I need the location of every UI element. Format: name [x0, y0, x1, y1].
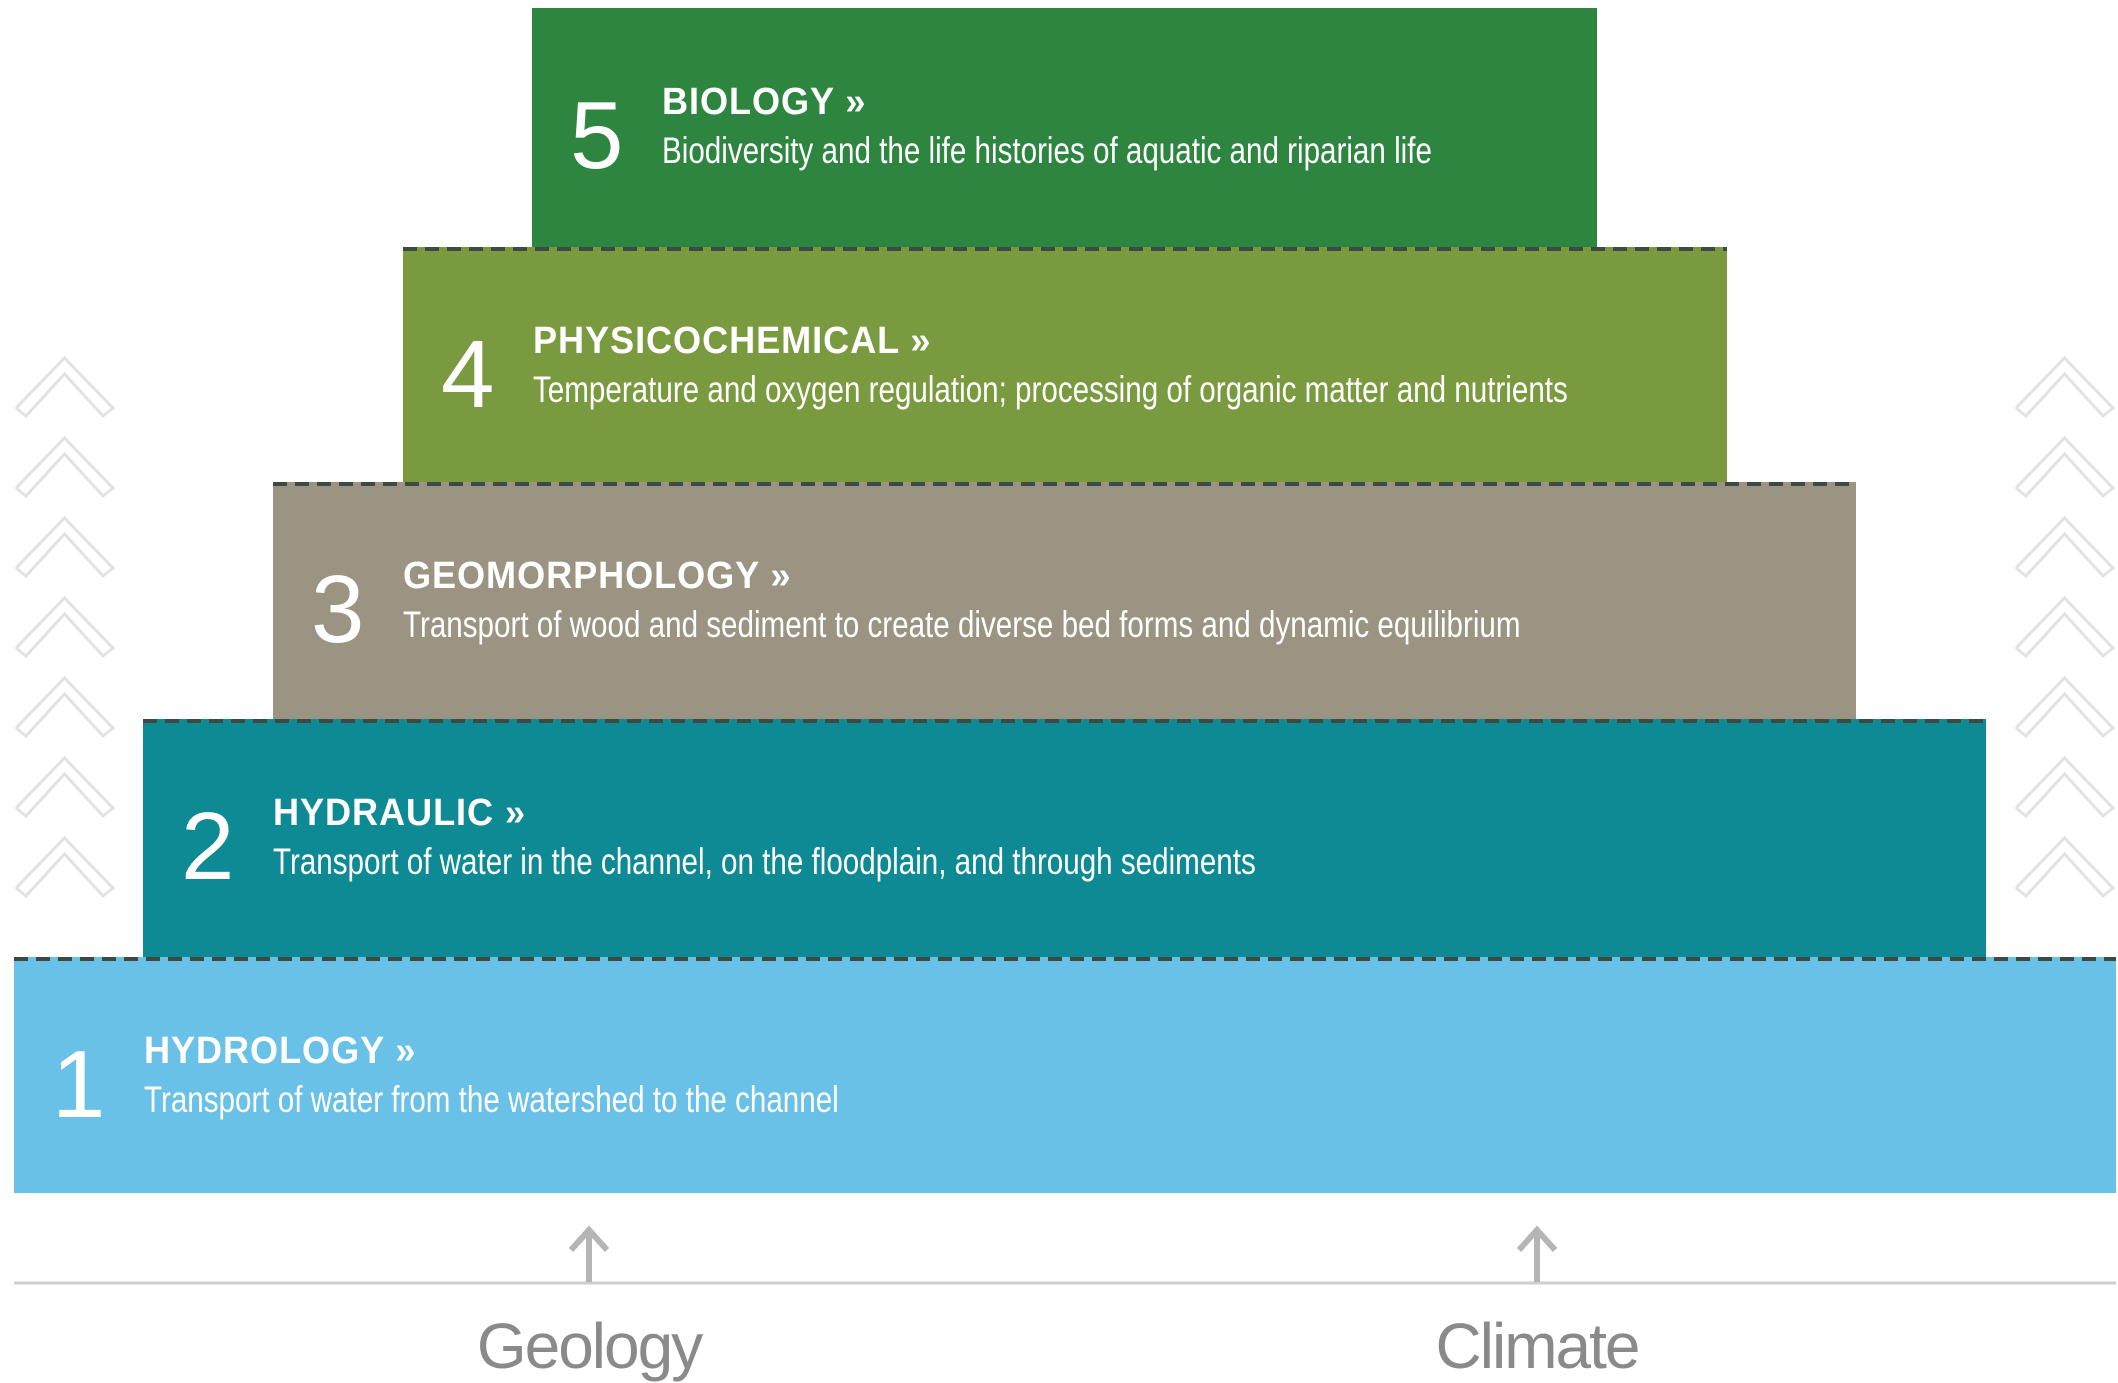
- level-description: Temperature and oxygen regulation; proce…: [533, 370, 1568, 411]
- chevron: [2014, 355, 2116, 419]
- chevron: [2014, 675, 2116, 739]
- chevron: [14, 835, 116, 899]
- chevron: [14, 435, 116, 499]
- chevron: [2014, 595, 2116, 659]
- side-chevrons: [14, 355, 2116, 899]
- level-title: HYDRAULIC »: [273, 790, 526, 833]
- chevron: [14, 755, 116, 819]
- level-title: PHYSICOCHEMICAL »: [533, 318, 931, 361]
- level-block: [403, 247, 1727, 482]
- level-description: Transport of wood and sediment to create…: [403, 605, 1521, 646]
- chevron: [2014, 515, 2116, 579]
- level-number: 5: [570, 82, 623, 189]
- level-title: BIOLOGY »: [662, 79, 866, 122]
- levels: 1 HYDROLOGY » Transport of water from the …: [14, 8, 2116, 1193]
- level-number: 4: [441, 321, 494, 428]
- level-title: HYDROLOGY »: [144, 1028, 416, 1071]
- level-block: [532, 8, 1597, 247]
- level-block: [273, 482, 1856, 719]
- level-title: GEOMORPHOLOGY »: [403, 553, 792, 596]
- level: 3 GEOMORPHOLOGY » Transport of wood and se…: [273, 482, 1856, 719]
- level: 2 HYDRAULIC » Transport of water in the ch…: [143, 719, 1986, 957]
- level: 5 BIOLOGY » Biodiversity and the life hist…: [532, 8, 1597, 247]
- level-number: 2: [181, 793, 234, 900]
- chevron: [14, 595, 116, 659]
- chevron: [2014, 835, 2116, 899]
- level-description: Biodiversity and the life histories of a…: [662, 131, 1432, 172]
- chevron: [2014, 435, 2116, 499]
- level-number: 1: [52, 1031, 105, 1138]
- geology-arrow: [568, 1225, 610, 1282]
- chevron: [14, 675, 116, 739]
- chevron: [14, 515, 116, 579]
- level-block: [14, 957, 2116, 1193]
- level-block: [143, 719, 1986, 957]
- level-number: 3: [311, 556, 364, 663]
- level: 4 PHYSICOCHEMICAL » Temperature and oxygen…: [403, 247, 1727, 482]
- climate-arrow: [1516, 1225, 1558, 1282]
- driver-label: Climate: [1436, 1310, 1639, 1382]
- level-description: Transport of water in the channel, on th…: [273, 842, 1256, 883]
- driver-label: Geology: [477, 1310, 703, 1382]
- level-description: Transport of water from the watershed to…: [144, 1080, 839, 1121]
- chevron: [14, 355, 116, 419]
- chevron: [2014, 755, 2116, 819]
- level: 1 HYDROLOGY » Transport of water from the …: [14, 957, 2116, 1193]
